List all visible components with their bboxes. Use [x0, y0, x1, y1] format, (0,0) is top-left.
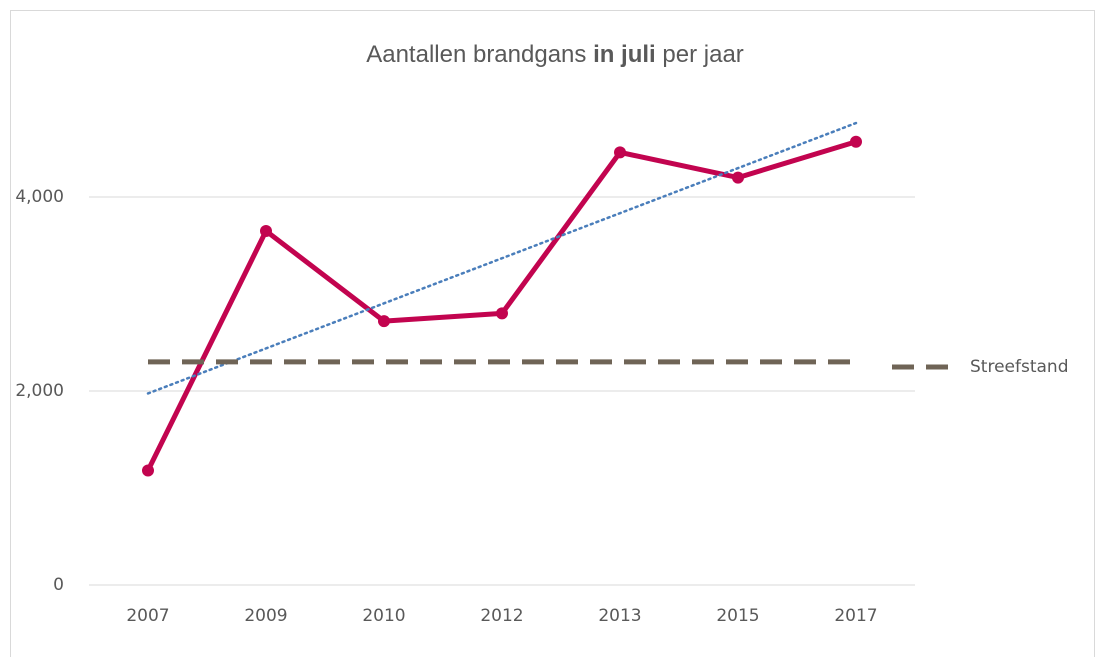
x-tick-label: 2007 [126, 606, 169, 626]
legend-label: Streefstand [970, 357, 1068, 377]
y-tick-label: 0 [53, 575, 64, 595]
chart-title: Aantallen brandgans in juli per jaar [366, 41, 744, 68]
title-run: per jaar [656, 41, 744, 68]
y-tick-label: 2,000 [15, 381, 64, 401]
x-tick-label: 2015 [716, 606, 759, 626]
marker [614, 146, 626, 159]
trendline [146, 121, 858, 395]
marker [142, 464, 154, 477]
marker [260, 224, 272, 237]
x-tick-label: 2017 [834, 606, 877, 626]
title-run: Aantallen brandgans [366, 41, 593, 68]
x-tick-label: 2012 [480, 606, 523, 626]
title-run: in juli [593, 41, 656, 68]
marker [378, 315, 390, 328]
marker [732, 171, 744, 184]
marker [496, 307, 508, 320]
x-tick-label: 2010 [362, 606, 405, 626]
y-tick-label: 4,000 [15, 187, 64, 207]
x-tick-label: 2009 [244, 606, 287, 626]
marker [850, 135, 862, 148]
x-tick-label: 2013 [598, 606, 641, 626]
chart-frame [10, 10, 1095, 657]
